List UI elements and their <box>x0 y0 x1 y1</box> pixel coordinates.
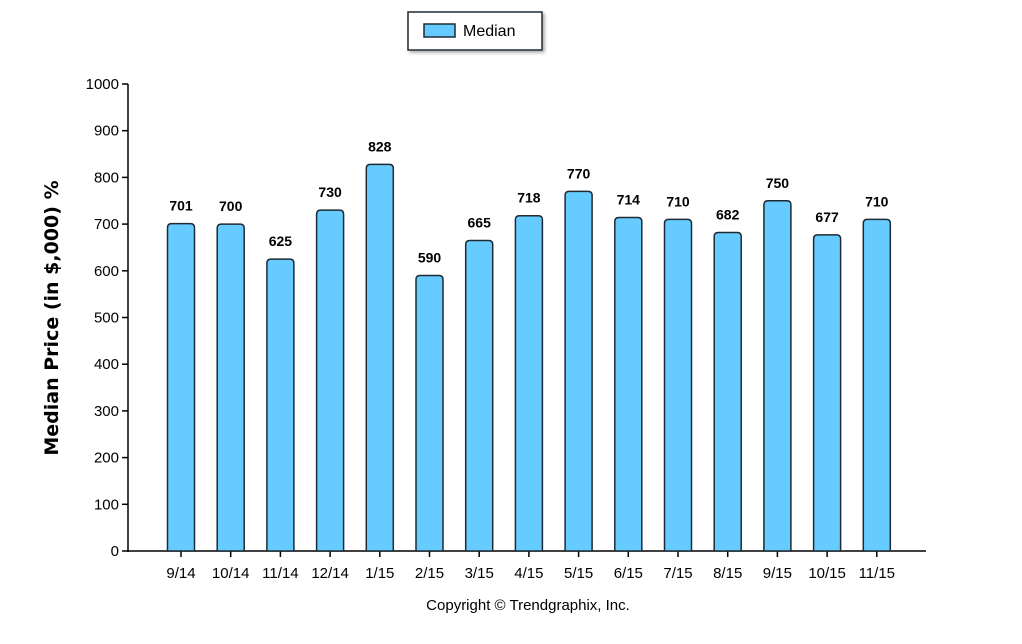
x-tick-label: 5/15 <box>564 565 593 582</box>
bar-5-15 <box>564 190 593 552</box>
y-tick-label: 1000 <box>86 76 119 93</box>
x-tick-label: 11/14 <box>262 565 298 582</box>
y-tick-label: 0 <box>111 543 119 560</box>
bar-10-15 <box>812 234 842 552</box>
data-label: 718 <box>517 190 541 206</box>
y-axis-label: Median Price (in $,000) % <box>41 180 63 455</box>
y-tick-label: 300 <box>94 403 119 420</box>
data-label: 714 <box>617 192 641 208</box>
y-tick-label: 200 <box>94 450 119 467</box>
bar-11-14 <box>266 258 295 552</box>
data-label: 665 <box>468 214 492 230</box>
bar-8-15 <box>713 231 742 552</box>
data-label: 700 <box>219 198 243 214</box>
x-tick-label: 10/15 <box>808 565 846 582</box>
y-tick-label: 500 <box>94 310 119 327</box>
y-tick-label: 800 <box>94 169 119 186</box>
y-ticks: 0 100 200 300 400 500 600 700 800 900 1000 <box>86 76 128 560</box>
x-tick-label: 11/15 <box>859 565 895 582</box>
y-tick-label: 400 <box>94 356 119 373</box>
data-label: 710 <box>865 193 889 209</box>
data-label: 682 <box>716 207 740 223</box>
x-tick-label: 9/15 <box>763 565 792 582</box>
bar-9-15 <box>763 200 792 552</box>
data-label: 770 <box>567 165 591 181</box>
bar-4-15 <box>514 214 544 552</box>
data-label: 730 <box>318 184 342 200</box>
copyright-text: Copyright © Trendgraphix, Inc. <box>426 597 630 614</box>
data-label: 625 <box>269 233 293 249</box>
y-tick-label: 100 <box>94 496 119 513</box>
legend-label-median: Median <box>463 23 515 40</box>
data-label: 710 <box>666 193 690 209</box>
x-tick-label: 8/15 <box>713 565 742 582</box>
bar-1-15 <box>365 163 395 552</box>
bar-7-15 <box>663 218 693 552</box>
x-tick-label: 10/14 <box>212 565 250 582</box>
bar-2-15 <box>415 274 444 552</box>
x-tick-label: 12/14 <box>311 565 349 582</box>
bar-11-15 <box>862 218 892 552</box>
y-tick-label: 700 <box>94 216 119 233</box>
data-label: 677 <box>815 209 839 225</box>
x-tick-label: 9/14 <box>166 565 195 582</box>
data-labels: 701 700 625 730 828 590 665 718 770 714 710 682 750 6… <box>169 138 888 265</box>
y-tick-label: 600 <box>94 263 119 280</box>
legend-swatch-median <box>423 23 456 38</box>
data-label: 701 <box>169 198 193 214</box>
bar-10-14 <box>216 223 245 552</box>
data-label: 750 <box>766 175 790 191</box>
bar-12-14 <box>315 209 345 552</box>
data-label: 590 <box>418 249 442 265</box>
x-tick-label: 2/15 <box>415 565 444 582</box>
legend: Median <box>407 11 543 51</box>
x-tick-label: 7/15 <box>663 565 692 582</box>
bars <box>166 163 892 552</box>
y-tick-label: 900 <box>94 123 119 140</box>
x-tick-label: 4/15 <box>514 565 543 582</box>
bar-3-15 <box>464 239 494 552</box>
x-tick-label: 6/15 <box>614 565 643 582</box>
x-tick-label: 3/15 <box>465 565 494 582</box>
x-tick-label: 1/15 <box>365 565 394 582</box>
bar-6-15 <box>614 216 643 552</box>
bar-9-14 <box>166 222 196 552</box>
data-label: 828 <box>368 138 392 154</box>
x-ticks: 9/14 10/14 11/14 12/14 1/15 2/15 3/15 4/15 5/15 6… <box>166 551 895 582</box>
